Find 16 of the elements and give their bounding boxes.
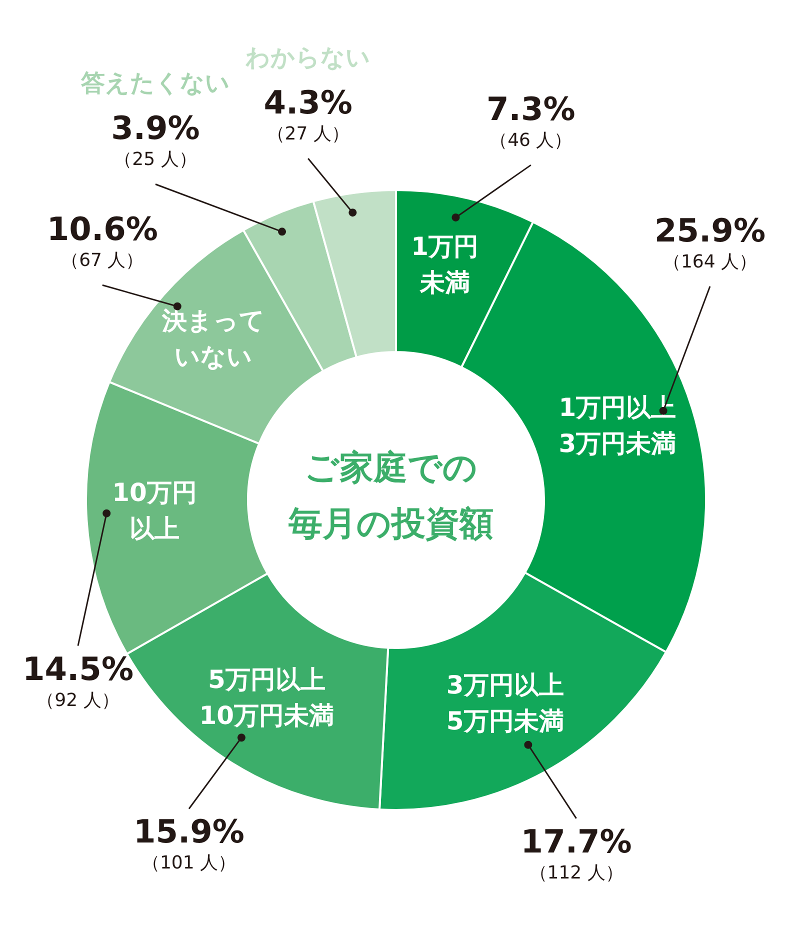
data-label: 10.6% （67 人）	[46, 210, 158, 272]
slice-label: 答えたくない	[80, 69, 230, 98]
slice-label: 5万円以上10万円未満	[199, 664, 334, 730]
data-label: 3.9% （25 人）	[111, 109, 200, 170]
data-label: 17.7% （112 人）	[520, 822, 632, 884]
slice-label: 決まっていない	[160, 306, 265, 372]
slice-label: 1万円未満	[411, 232, 479, 298]
data-label: 25.9% （164 人）	[654, 211, 766, 272]
data-label: 4.3% （27 人）	[264, 84, 352, 144]
slice-label: 3万円以上5万円未満	[446, 670, 564, 736]
text: ご家庭での毎月の投資額	[288, 447, 494, 546]
data-label: 15.9% （101 人）	[133, 812, 244, 874]
data-label: 7.3% （46 人）	[486, 90, 576, 152]
slice-label: 10万円以上	[112, 478, 197, 544]
slice-label: わからない	[244, 44, 371, 72]
data-label: 14.5% （92 人）	[22, 650, 134, 711]
